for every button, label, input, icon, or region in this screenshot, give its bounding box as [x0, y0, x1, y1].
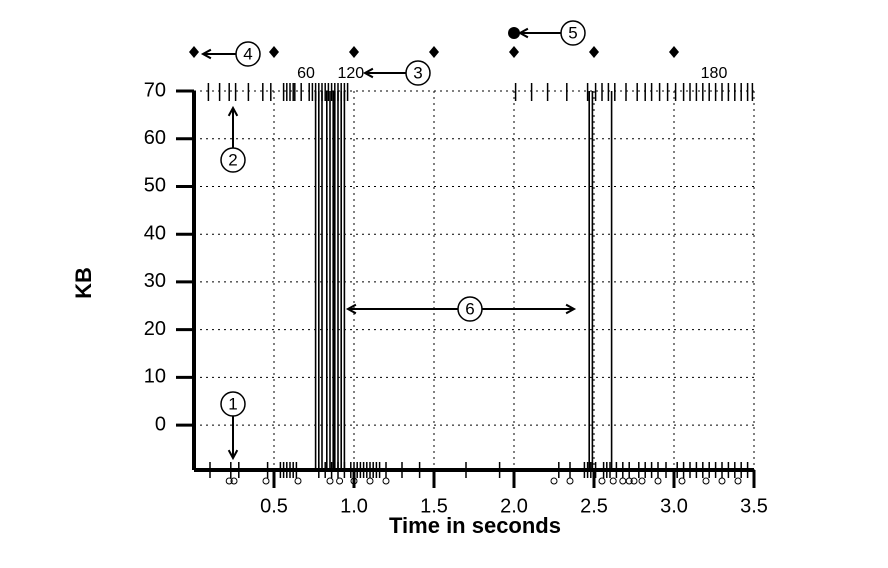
ack-circle: [718, 477, 726, 485]
ack-circle: [336, 477, 344, 485]
ack-circle: [609, 477, 617, 485]
ack-circle: [294, 477, 302, 485]
x-tick-label: 2.5: [580, 495, 608, 517]
x-tick-label: 1.5: [420, 495, 448, 517]
diamond: [349, 46, 359, 58]
annotation-circle: [220, 391, 246, 417]
annotation-circle: [235, 41, 261, 67]
arrow-head: [227, 449, 239, 461]
y-tick-label: 10: [144, 366, 166, 388]
annotation: 2: [228, 150, 237, 169]
arrow-head: [200, 48, 212, 60]
diamond: [669, 46, 679, 58]
ack-circle: [382, 477, 390, 485]
ack-circle: [625, 477, 633, 485]
arrow-head: [227, 105, 239, 117]
y-tick-label: 40: [144, 222, 166, 244]
annotation: 3: [413, 63, 422, 82]
x-tick-label: 2.0: [500, 495, 528, 517]
annotation: 1: [228, 394, 237, 413]
annotation: 6: [465, 299, 474, 318]
arrow-head: [345, 303, 357, 315]
diamond: [509, 46, 519, 58]
diamond: [269, 46, 279, 58]
annotation-circle: [560, 20, 586, 46]
y-tick-label: 0: [155, 413, 166, 435]
y-tick-label: 50: [144, 175, 166, 197]
ack-circle: [366, 477, 374, 485]
x-axis-label: Time in seconds: [389, 513, 561, 538]
ack-circle: [566, 477, 574, 485]
y-tick-label: 20: [144, 318, 166, 340]
ack-circle: [225, 477, 233, 485]
ack-circle: [550, 477, 558, 485]
x-tick-label: 0.5: [260, 495, 288, 517]
y-tick-label: 60: [144, 127, 166, 149]
arrow-head: [565, 303, 577, 315]
diamond: [589, 46, 599, 58]
ack-circle: [630, 477, 638, 485]
annotation-circle: [405, 60, 431, 86]
diamond: [189, 46, 199, 58]
segment-label: 120: [337, 65, 364, 82]
ack-circle: [350, 477, 358, 485]
y-tick-label: 70: [144, 79, 166, 101]
arrow-head: [362, 67, 374, 79]
annotation: 4: [243, 44, 252, 63]
ack-circle: [678, 477, 686, 485]
arrow-head: [517, 27, 529, 39]
x-tick-label: 3.5: [740, 495, 768, 517]
ack-circle: [326, 477, 334, 485]
segment-label: 60: [297, 65, 315, 82]
ack-circle: [619, 477, 627, 485]
annotation: 5: [568, 23, 577, 42]
ack-circle: [702, 477, 710, 485]
segment-label: 180: [701, 65, 728, 82]
ack-circle: [638, 477, 646, 485]
y-axis-label: KB: [71, 267, 96, 299]
x-tick-label: 1.0: [340, 495, 368, 517]
ack-circle: [262, 477, 270, 485]
annotation-circle: [220, 147, 246, 173]
dot: [508, 27, 520, 39]
ack-circle: [734, 477, 742, 485]
x-tick-label: 3.0: [660, 495, 688, 517]
annotation-circle: [457, 296, 483, 322]
ack-circle: [230, 477, 238, 485]
ack-circle: [654, 477, 662, 485]
diamond: [429, 46, 439, 58]
ack-circle: [598, 477, 606, 485]
y-tick-label: 30: [144, 270, 166, 292]
